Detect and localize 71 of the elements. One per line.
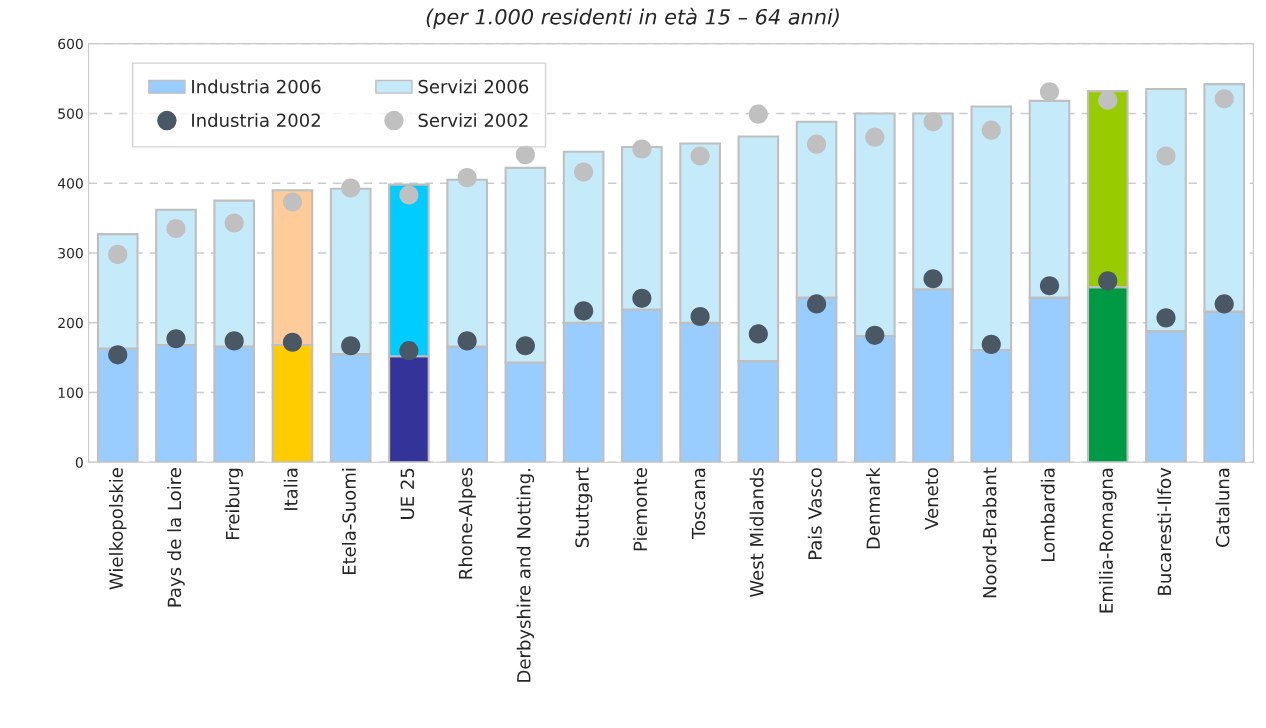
x-tick-label: Piemonte xyxy=(633,468,648,551)
x-tick-label: Veneto xyxy=(924,468,939,530)
x-tick-label: Rhone-Alpes xyxy=(458,468,476,579)
x-tick-label: Bucaresti-Ilfov xyxy=(1157,467,1172,595)
x-tick-label: Pais Vasco xyxy=(807,468,822,560)
y-tick-label: 100 xyxy=(58,387,83,398)
point xyxy=(399,341,419,361)
y-tick-label: 500 xyxy=(58,108,83,119)
x-tick-label: Etela-Suomi xyxy=(341,468,356,575)
point xyxy=(574,301,594,321)
x-tick-label: Denmark xyxy=(866,467,881,549)
y-tick-label: 200 xyxy=(58,317,83,329)
point xyxy=(282,332,303,352)
point xyxy=(1039,276,1060,296)
legend-label: Servizi 2006 xyxy=(418,79,529,94)
x-tick-label: Emilia-Romagna xyxy=(1099,468,1117,613)
point xyxy=(807,134,827,154)
point xyxy=(807,294,827,314)
point xyxy=(632,139,652,159)
point xyxy=(341,336,361,356)
point xyxy=(748,324,768,344)
x-tick-label: Cataluna xyxy=(1215,468,1230,547)
chart-title: (per 1.000 residenti in età 15 – 64 anni) xyxy=(426,7,839,29)
y-tick-label: 400 xyxy=(57,178,83,189)
x-tick-label: West Midlands xyxy=(749,468,764,598)
point xyxy=(457,168,477,188)
point xyxy=(923,112,943,132)
point xyxy=(1039,82,1060,102)
point xyxy=(282,192,303,212)
x-tick-label: Lombardia xyxy=(1040,468,1055,561)
point xyxy=(1156,308,1176,328)
x-tick-label: Stuttgart xyxy=(575,467,593,548)
x-tick-label: Toscana xyxy=(691,468,706,540)
x-tick-label: Derbyshire and Notting. xyxy=(516,469,535,682)
point xyxy=(1214,89,1234,109)
point xyxy=(981,334,1001,354)
point xyxy=(224,213,244,233)
point xyxy=(341,178,361,198)
point xyxy=(574,162,594,182)
point xyxy=(108,345,128,365)
x-tick-label: Freiburg xyxy=(225,468,243,540)
point xyxy=(632,288,652,308)
y-tick-label: 600 xyxy=(58,38,83,50)
point xyxy=(457,331,477,351)
point xyxy=(1156,146,1176,166)
point xyxy=(981,120,1001,140)
x-tick-label: Wielkopolskie xyxy=(109,468,127,590)
point xyxy=(923,269,943,289)
point xyxy=(865,127,885,147)
legend-label: Servizi 2002 xyxy=(418,113,528,128)
point xyxy=(1214,294,1234,314)
x-tick-label: Italia xyxy=(283,468,298,510)
point xyxy=(748,104,768,124)
point xyxy=(1098,90,1118,110)
point xyxy=(690,306,710,327)
y-tick-label: 0 xyxy=(75,457,83,468)
point xyxy=(166,218,186,239)
point xyxy=(108,244,128,264)
point xyxy=(865,325,885,345)
x-tick-label: Pays de la Loire xyxy=(167,468,185,607)
point xyxy=(1098,271,1118,291)
y-tick-label: 300 xyxy=(58,247,83,259)
point xyxy=(690,146,710,166)
legend-label: Industria 2002 xyxy=(192,113,320,128)
x-tick-label: Noord-Brabant xyxy=(982,467,997,598)
point xyxy=(166,329,186,349)
x-tick-label: UE 25 xyxy=(400,468,415,519)
point xyxy=(224,331,244,351)
point xyxy=(515,336,535,356)
point xyxy=(399,185,419,205)
legend-label: Industria 2006 xyxy=(192,79,321,94)
